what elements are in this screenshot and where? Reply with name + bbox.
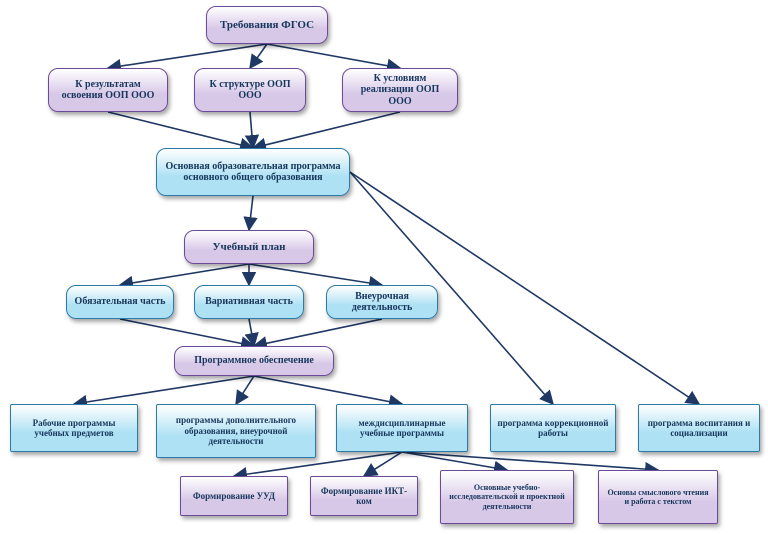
edge-n10-n13	[254, 376, 402, 404]
edge-n3-n5	[250, 112, 253, 148]
edge-n6-n9	[249, 264, 382, 285]
edge-n5-n6	[249, 196, 253, 230]
node-n2: К результатам освоения ООП ООО	[48, 68, 168, 112]
node-n9: Внеурочная деятельность	[326, 285, 438, 319]
edge-n1-n4	[267, 44, 400, 68]
edge-n6-n7	[120, 264, 249, 285]
node-n19: Основы смыслового чтения и работа с текс…	[598, 470, 718, 524]
node-n14: программа коррекционной работы	[490, 404, 616, 452]
edge-n4-n5	[253, 112, 400, 148]
edge-n9-n10	[254, 319, 382, 346]
node-n11: Рабочие программы учебных предметов	[10, 404, 138, 452]
node-n7: Обязательная часть	[66, 285, 174, 319]
edge-n10-n11	[74, 376, 254, 404]
edge-n7-n10	[120, 319, 254, 346]
node-n6: Учебный план	[184, 230, 314, 264]
edge-n1-n2	[108, 44, 267, 68]
edge-n13-n17	[364, 452, 402, 476]
edge-n8-n10	[249, 319, 254, 346]
edge-n13-n18	[402, 452, 507, 470]
node-n10: Программное обеспечение	[174, 346, 334, 376]
node-n16: Формирование УУД	[180, 476, 288, 516]
node-n8: Вариативная часть	[194, 285, 304, 319]
node-n4: К условиям реализации ООП ООО	[342, 68, 458, 112]
node-n15: программа воспитания и социализации	[638, 404, 760, 452]
node-n18: Основные учебно-исследовательской и прое…	[440, 470, 574, 524]
node-n12: программы дополнительного образования, в…	[156, 404, 316, 458]
node-n5: Основная образовательная программа основ…	[156, 148, 350, 196]
node-n1: Требования ФГОС	[206, 6, 328, 44]
diagram-canvas: Требования ФГОС К результатам освоения ОО…	[0, 0, 768, 534]
node-n13: междисциплинарные учебные программы	[336, 404, 468, 452]
node-n3: К структуре ООП ООО	[194, 68, 306, 112]
edge-n1-n3	[250, 44, 267, 68]
edge-n13-n19	[402, 452, 658, 470]
edge-n2-n5	[108, 112, 253, 148]
node-n17: Формирование ИКТ-ком	[310, 476, 418, 516]
edge-n10-n12	[236, 376, 254, 404]
